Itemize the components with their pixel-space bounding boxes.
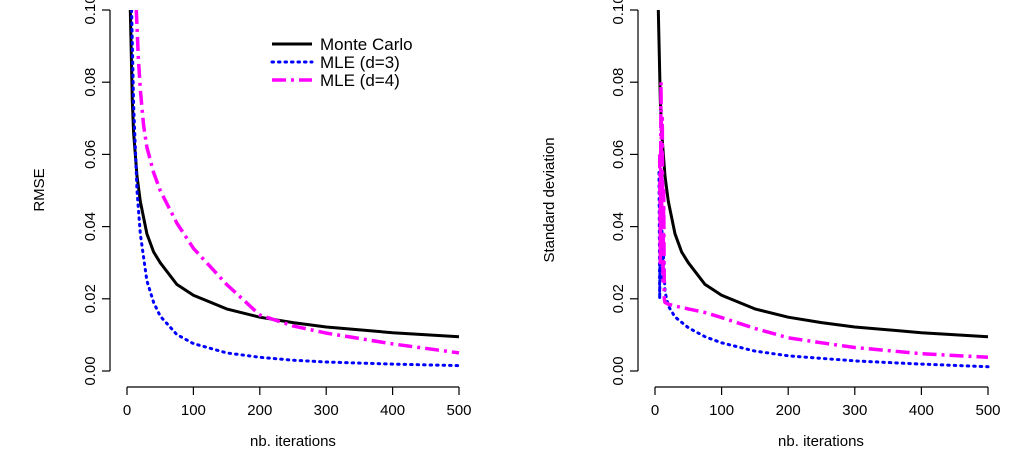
x-axis-title: nb. iterations bbox=[250, 433, 336, 450]
x-tick-label: 0 bbox=[651, 402, 659, 419]
y-tick-label: 0.04 bbox=[82, 212, 99, 241]
series-line-mle-d-3 bbox=[130, 10, 461, 368]
x-tick-label: 200 bbox=[247, 402, 272, 419]
x-tick-label: 400 bbox=[380, 402, 405, 419]
y-tick-label: 0.10 bbox=[82, 0, 99, 25]
x-tick-label: 100 bbox=[181, 402, 206, 419]
legend-label: MLE (d=3) bbox=[320, 53, 400, 72]
y-tick-label: 0.00 bbox=[82, 356, 99, 385]
x-tick-label: 200 bbox=[776, 402, 801, 419]
x-tick-label: 400 bbox=[909, 402, 934, 419]
legend-label: MLE (d=4) bbox=[320, 71, 400, 90]
series-line-mle-d-4 bbox=[657, 80, 989, 360]
x-tick-label: 500 bbox=[975, 402, 1000, 419]
series-line-mle-d-3 bbox=[657, 171, 990, 369]
x-tick-label: 500 bbox=[446, 402, 471, 419]
series-line-monte-carlo bbox=[128, 10, 460, 339]
x-axis: 0 100 200 300 400 500 bbox=[651, 386, 1001, 419]
y-tick-label: 0.08 bbox=[82, 68, 99, 97]
x-tick-label: 300 bbox=[842, 402, 867, 419]
legend-label: Monte Carlo bbox=[320, 35, 413, 54]
x-axis: 0 100 200 300 400 500 bbox=[123, 386, 472, 419]
y-tick-label: 0.00 bbox=[610, 356, 627, 385]
x-tick-label: 300 bbox=[314, 402, 339, 419]
y-axis-title: Standard deviation bbox=[541, 137, 558, 262]
x-tick-label: 100 bbox=[709, 402, 734, 419]
plot-sd: 0 100 200 300 400 500 0.00 0.02 0.04 0.06 0.08 0.10… bbox=[541, 0, 1001, 450]
y-tick-label: 0.10 bbox=[610, 0, 627, 25]
x-axis-title: nb. iterations bbox=[778, 433, 864, 450]
plot-area bbox=[656, 10, 990, 369]
y-tick-label: 0.02 bbox=[82, 284, 99, 313]
y-tick-label: 0.02 bbox=[610, 284, 627, 313]
y-axis-title: RMSE bbox=[31, 168, 48, 211]
x-tick-label: 0 bbox=[123, 402, 131, 419]
y-tick-label: 0.08 bbox=[610, 68, 627, 97]
series-line-mle-d-4 bbox=[134, 10, 460, 355]
y-tick-label: 0.04 bbox=[610, 212, 627, 241]
y-axis: 0.00 0.02 0.04 0.06 0.08 0.10 bbox=[610, 0, 639, 386]
series-line-monte-carlo bbox=[656, 10, 989, 339]
plot-rmse: 0 100 200 300 400 500 0.00 0.02 0.04 0.06 0.08 0.10… bbox=[31, 0, 472, 450]
y-tick-label: 0.06 bbox=[610, 140, 627, 169]
plot-area bbox=[128, 10, 461, 368]
y-axis: 0.00 0.02 0.04 0.06 0.08 0.10 bbox=[82, 0, 111, 386]
y-tick-label: 0.06 bbox=[82, 140, 99, 169]
